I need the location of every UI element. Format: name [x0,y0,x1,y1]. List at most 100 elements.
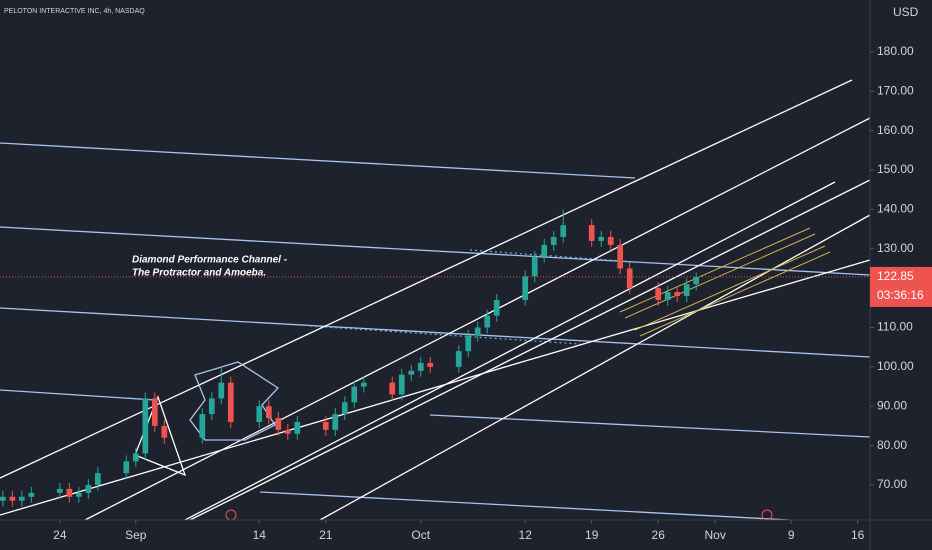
x-tick-label: 16 [851,528,865,542]
candle-body [541,244,548,257]
x-tick-label: 14 [253,528,267,542]
y-tick-label: 110.00 [877,320,913,334]
candle-body [389,382,396,395]
last-price-box [870,266,932,307]
y-tick-label: 100.00 [877,359,914,373]
y-tick-label: 130.00 [877,241,914,255]
candle-body [360,382,367,387]
x-tick-label: 12 [519,528,533,542]
trend-line [0,389,156,401]
candle-body [607,236,614,245]
channel-line [0,79,853,479]
candle-body [199,414,206,438]
x-tick-label: Oct [411,528,430,542]
candle-body [142,398,149,454]
drawings [0,79,871,521]
fib-line [624,233,816,319]
x-tick-label: 19 [585,528,599,542]
candle-body [28,492,35,497]
x-tick-label: 26 [652,528,666,542]
candle-body [484,315,491,328]
countdown: 03:36:16 [877,288,924,302]
candle-body [218,382,225,399]
candle-body [522,276,529,300]
candle-body [275,418,282,430]
y-tick-label: 140.00 [877,202,914,216]
candle-body [674,292,681,297]
y-tick-label: 150.00 [877,162,914,176]
channel-line [319,214,871,521]
fib-line [619,227,811,313]
x-tick-label: 24 [53,528,67,542]
candle-body [123,461,130,474]
y-tick-label: 80.00 [877,438,907,452]
candle-body [56,488,63,493]
x-tick-label: Sep [125,528,147,542]
candle-body [351,386,358,403]
chart-title: PELOTON INTERACTIVE INC, 4h, NASDAQ [4,8,145,15]
candle-body [683,284,690,297]
candle-body [256,406,263,422]
channel-line [84,117,871,521]
candle-body [427,362,434,367]
annotation: The Protractor and Amoeba. [132,268,266,279]
trend-line [259,491,791,521]
candle-body [693,276,700,285]
y-tick-label: 180.00 [877,44,914,58]
fib-line [634,245,826,331]
candle-body [455,351,462,367]
candle-body [265,406,272,419]
candle-body [294,421,301,434]
candle-body [465,335,472,352]
y-tick-label: 160.00 [877,123,914,137]
last-price-label: 122.85 [877,269,914,283]
x-tick-label: 21 [319,528,333,542]
diamond [189,361,280,441]
candle-body [208,398,215,415]
candle-body [417,362,424,371]
y-tick-label: 70.00 [877,477,907,491]
x-tick-label: Nov [705,528,726,542]
channel-line [189,179,871,521]
candle-body [598,236,605,241]
candle-body [0,496,6,501]
channel-line [184,181,836,521]
channel-line [0,259,871,516]
candle-body [560,225,567,237]
trend-line [0,307,871,358]
candle-body [398,374,405,395]
candle-body [161,425,168,438]
candle-body [626,268,633,289]
candle-body [617,244,624,269]
candle-body [531,256,538,277]
y-tick-label: 90.00 [877,398,907,412]
candle-body [85,484,92,493]
candle-body [18,496,25,501]
annotation: Diamond Performance Channel - [132,255,288,266]
currency: USD [893,5,919,19]
candle-body [550,236,557,245]
candle-body [493,299,500,316]
candle-body [94,473,101,485]
trend-line [0,226,871,276]
candle-body [9,496,16,501]
candle-body [474,327,481,336]
candle-body [151,398,158,426]
candle-body [132,453,139,462]
candle-body [284,429,291,434]
candle-body [664,292,671,300]
candle-body [655,288,662,300]
candle-body [75,492,82,497]
candle-body [332,414,339,430]
candle-body [341,402,348,415]
candle-body [408,370,415,375]
trend-line [0,142,636,179]
x-tick-label: 9 [788,528,795,542]
fib-line [639,251,831,337]
candle-body [66,488,73,497]
candle-body [227,382,234,422]
candle-body [588,225,595,241]
candle-body [322,421,329,430]
